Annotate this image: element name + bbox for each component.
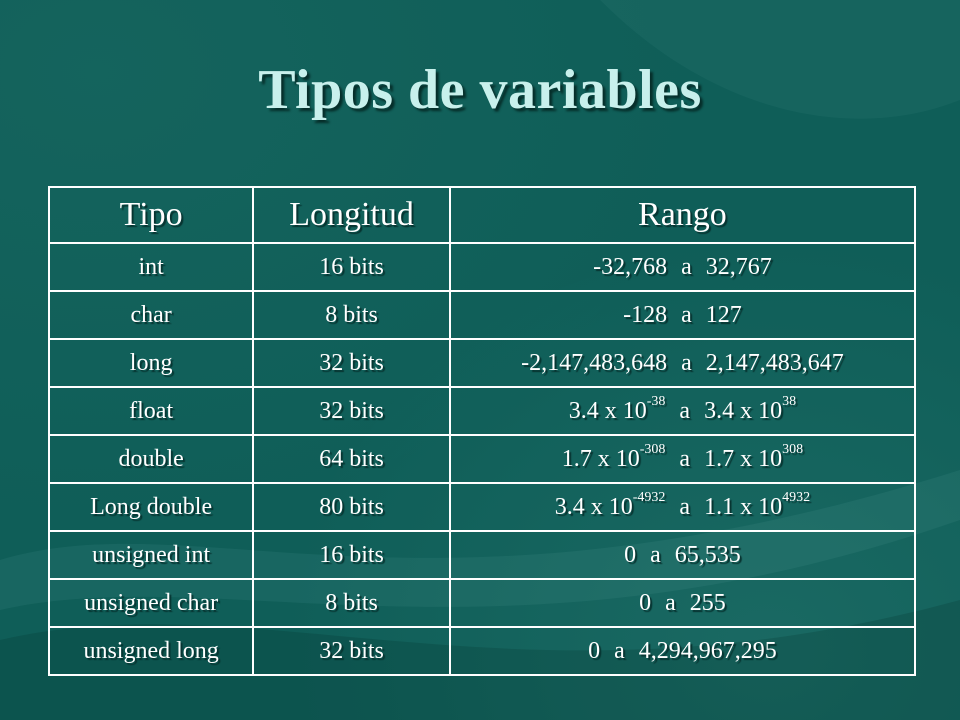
cell-rango: 0 a 65,535 <box>448 530 917 580</box>
range-max: 2,147,483,647 <box>705 349 844 376</box>
cell-longitud: 16 bits <box>252 530 451 580</box>
cell-longitud: 32 bits <box>252 626 451 676</box>
table-row: long 32 bits -2,147,483,648 a 2,147,483,64… <box>47 338 917 388</box>
cell-rango: -32,768 a 32,767 <box>448 242 917 292</box>
range-separator: a <box>681 349 692 376</box>
table-row: unsigned long 32 bits 0 a 4,294,967,295 <box>47 626 917 676</box>
range-min: -128 <box>623 301 668 328</box>
cell-tipo: Long double <box>47 482 255 532</box>
range-min: -32,768 <box>593 253 668 280</box>
range-separator: a <box>650 541 661 568</box>
range-min-base: 1.7 x 10 <box>561 445 640 472</box>
range-max-exponent: 4932 <box>782 489 811 505</box>
range-max-exponent: 308 <box>782 441 804 457</box>
range-separator: a <box>681 253 692 280</box>
cell-longitud: 32 bits <box>252 386 451 436</box>
cell-tipo: unsigned char <box>47 578 255 628</box>
cell-rango: 0 a 255 <box>448 578 917 628</box>
header-longitud: Longitud <box>252 186 451 244</box>
range-max: 65,535 <box>674 541 741 568</box>
table-row: unsigned int 16 bits 0 a 65,535 <box>47 530 917 580</box>
cell-tipo: float <box>47 386 255 436</box>
table-row: Long double 80 bits 3.4 x 10-4932 a 1.1 x … <box>47 482 917 532</box>
range-separator: a <box>665 589 676 616</box>
table-row: char 8 bits -128 a 127 <box>47 290 917 340</box>
table-row: float 32 bits 3.4 x 10-38 a 3.4 x 1038 <box>47 386 917 436</box>
page-title: Tipos de variables <box>258 59 702 121</box>
table-row: int 16 bits -32,768 a 32,767 <box>47 242 917 292</box>
range-min: -2,147,483,648 <box>521 349 668 376</box>
range-separator: a <box>614 637 625 664</box>
cell-longitud: 32 bits <box>252 338 451 388</box>
range-max-base: 3.4 x 10 <box>704 397 783 424</box>
range-min-exponent: -4932 <box>632 489 666 505</box>
range-min-exponent: -38 <box>646 393 666 409</box>
table-header-row: Tipo Longitud Rango <box>47 186 917 244</box>
range-separator: a <box>681 301 692 328</box>
range-max: 4,294,967,295 <box>638 637 777 664</box>
range-max-base: 1.1 x 10 <box>704 493 783 520</box>
cell-longitud: 80 bits <box>252 482 451 532</box>
range-max: 127 <box>705 301 742 328</box>
cell-tipo: long <box>47 338 255 388</box>
cell-tipo: char <box>47 290 255 340</box>
cell-longitud: 8 bits <box>252 290 451 340</box>
range-min-base: 3.4 x 10 <box>554 493 633 520</box>
range-max: 255 <box>689 589 726 616</box>
range-max: 32,767 <box>705 253 772 280</box>
range-min-exponent: -308 <box>639 441 666 457</box>
cell-tipo: int <box>47 242 255 292</box>
range-max-base: 1.7 x 10 <box>704 445 783 472</box>
cell-tipo: double <box>47 434 255 484</box>
range-separator: a <box>679 493 691 520</box>
range-separator: a <box>679 445 691 472</box>
header-tipo: Tipo <box>47 186 255 244</box>
range-min-base: 3.4 x 10 <box>568 397 647 424</box>
cell-rango: -2,147,483,648 a 2,147,483,647 <box>448 338 917 388</box>
table-row: unsigned char 8 bits 0 a 255 <box>47 578 917 628</box>
cell-rango: 3.4 x 10-4932 a 1.1 x 104932 <box>448 482 917 532</box>
cell-rango: 3.4 x 10-38 a 3.4 x 1038 <box>448 386 917 436</box>
cell-tipo: unsigned int <box>47 530 255 580</box>
cell-longitud: 64 bits <box>252 434 451 484</box>
range-min: 0 <box>588 637 601 664</box>
cell-rango: 0 a 4,294,967,295 <box>448 626 917 676</box>
cell-longitud: 16 bits <box>252 242 451 292</box>
cell-rango: 1.7 x 10-308 a 1.7 x 10308 <box>448 434 917 484</box>
cell-rango: -128 a 127 <box>448 290 917 340</box>
range-min: 0 <box>639 589 652 616</box>
cell-longitud: 8 bits <box>252 578 451 628</box>
header-rango: Rango <box>448 186 917 244</box>
table-row: double 64 bits 1.7 x 10-308 a 1.7 x 10308 <box>47 434 917 484</box>
range-max-exponent: 38 <box>782 393 797 409</box>
variable-types-table: Tipo Longitud Rango int 16 bits -32,768 a… <box>47 186 917 676</box>
cell-tipo: unsigned long <box>47 626 255 676</box>
range-min: 0 <box>624 541 637 568</box>
range-separator: a <box>679 397 691 424</box>
